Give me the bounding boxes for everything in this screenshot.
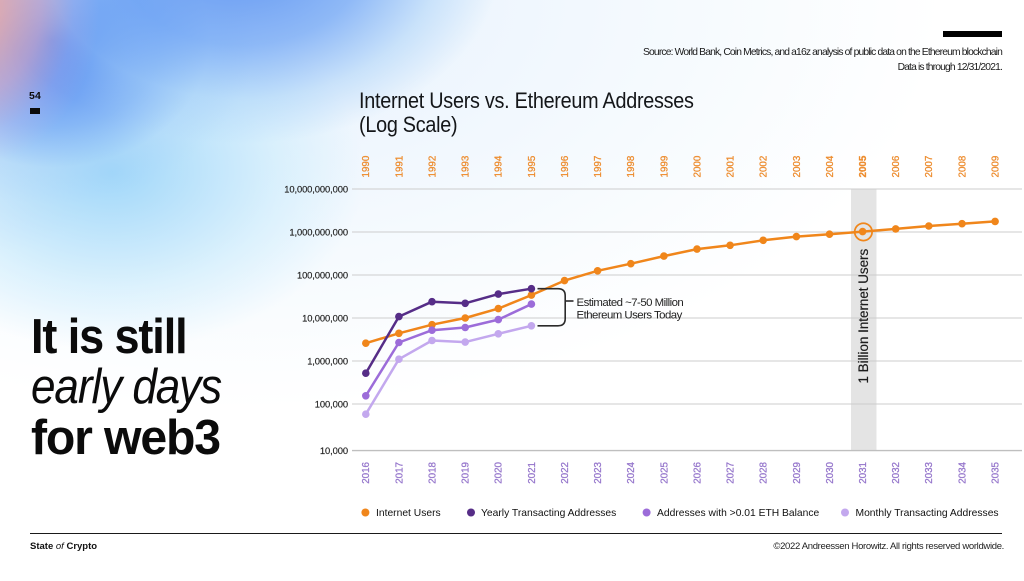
svg-text:Addresses with >0.01 ETH Balan: Addresses with >0.01 ETH Balance	[657, 508, 820, 519]
svg-text:1996: 1996	[560, 155, 571, 177]
svg-text:2001: 2001	[726, 156, 737, 178]
svg-text:1997: 1997	[593, 156, 604, 178]
svg-text:2033: 2033	[924, 461, 935, 483]
svg-text:2005: 2005	[858, 155, 869, 177]
svg-text:1993: 1993	[461, 155, 472, 177]
svg-text:2002: 2002	[759, 156, 770, 178]
svg-text:2028: 2028	[759, 461, 770, 483]
svg-text:100,000: 100,000	[315, 398, 348, 409]
svg-text:1,000,000,000: 1,000,000,000	[289, 226, 348, 237]
svg-text:1998: 1998	[626, 155, 637, 177]
svg-text:2017: 2017	[394, 462, 405, 484]
svg-text:Estimated ~7-50 Million: Estimated ~7-50 Million	[577, 297, 684, 309]
svg-text:1999: 1999	[659, 156, 670, 178]
svg-text:2021: 2021	[527, 462, 538, 484]
svg-text:2007: 2007	[924, 156, 935, 178]
svg-text:2023: 2023	[593, 461, 604, 483]
svg-text:2004: 2004	[825, 155, 836, 177]
svg-text:Ethereum Users Today: Ethereum Users Today	[577, 309, 683, 321]
svg-text:2029: 2029	[792, 462, 803, 484]
svg-text:2032: 2032	[891, 462, 902, 484]
svg-text:1991: 1991	[394, 156, 405, 178]
svg-text:2022: 2022	[560, 462, 571, 484]
svg-text:2019: 2019	[461, 462, 472, 484]
svg-text:2031: 2031	[858, 462, 869, 484]
svg-text:2035: 2035	[991, 461, 1002, 483]
svg-text:Internet Users: Internet Users	[376, 508, 441, 519]
svg-text:1,000,000: 1,000,000	[307, 355, 348, 366]
svg-text:10,000,000: 10,000,000	[302, 312, 348, 323]
svg-text:Yearly Transacting Addresses: Yearly Transacting Addresses	[481, 508, 616, 519]
svg-text:2016: 2016	[361, 461, 372, 483]
svg-text:2027: 2027	[726, 462, 737, 484]
svg-text:2034: 2034	[957, 461, 968, 483]
svg-text:1995: 1995	[527, 155, 538, 177]
svg-text:2024: 2024	[626, 461, 637, 483]
svg-text:Monthly Transacting Addresses: Monthly Transacting Addresses	[856, 508, 999, 519]
svg-text:10,000,000,000: 10,000,000,000	[284, 183, 348, 194]
svg-text:100,000,000: 100,000,000	[297, 269, 348, 280]
svg-text:1994: 1994	[494, 155, 505, 177]
svg-text:2000: 2000	[692, 155, 703, 177]
svg-text:2018: 2018	[427, 461, 438, 483]
svg-text:2008: 2008	[957, 155, 968, 177]
svg-text:10,000: 10,000	[320, 445, 348, 456]
svg-text:1990: 1990	[361, 155, 372, 177]
svg-text:1992: 1992	[427, 156, 438, 178]
svg-text:2003: 2003	[792, 155, 803, 177]
svg-text:2025: 2025	[659, 461, 670, 483]
svg-text:1 Billion Internet Users: 1 Billion Internet Users	[856, 248, 871, 383]
svg-text:2020: 2020	[494, 461, 505, 483]
svg-text:2009: 2009	[991, 156, 1002, 178]
svg-text:2026: 2026	[692, 461, 703, 483]
svg-text:2030: 2030	[825, 461, 836, 483]
svg-text:2006: 2006	[891, 155, 902, 177]
